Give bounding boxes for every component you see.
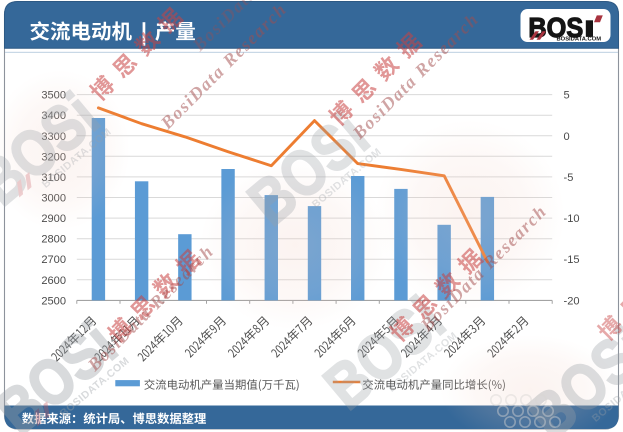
svg-text:2700: 2700 — [41, 254, 66, 266]
svg-text:2800: 2800 — [41, 234, 66, 246]
svg-text:-15: -15 — [564, 254, 580, 266]
svg-text:0: 0 — [564, 131, 570, 143]
svg-text:5: 5 — [564, 90, 570, 102]
svg-text:2600: 2600 — [41, 275, 66, 287]
svg-text:BOS: BOS — [528, 12, 583, 43]
svg-text:2500: 2500 — [41, 295, 66, 307]
svg-text:BOSIDATA.COM: BOSIDATA.COM — [557, 36, 602, 42]
svg-text:-20: -20 — [564, 295, 580, 307]
svg-text:-10: -10 — [564, 213, 580, 225]
svg-text:-5: -5 — [564, 172, 574, 184]
